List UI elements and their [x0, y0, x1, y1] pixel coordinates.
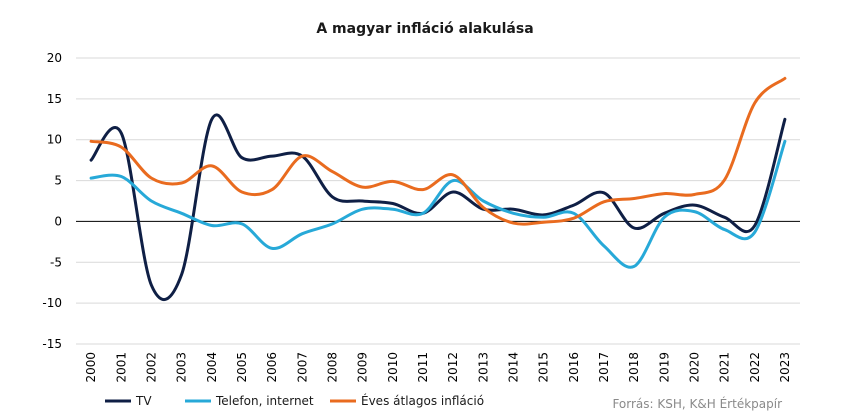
x-tick-label: 2005: [235, 352, 249, 383]
x-tick-label: 2021: [718, 352, 732, 383]
x-tick-label: 2020: [687, 352, 701, 383]
series-lines: [89, 76, 787, 302]
legend-item-tv: TV: [105, 394, 152, 408]
legend-item-eves-atlagos-inflacio: Éves átlagos infláció: [330, 393, 484, 408]
x-tick-label: 2010: [386, 352, 400, 383]
legend-label: Telefon, internet: [215, 394, 314, 408]
chart-title: A magyar infláció alakulása: [316, 21, 533, 37]
x-tick-label: 2001: [114, 352, 128, 383]
y-tick-label: 20: [47, 51, 62, 65]
x-tick-label: 2017: [597, 352, 611, 383]
x-tick-label: 2013: [476, 352, 490, 383]
y-tick-label: 0: [54, 214, 62, 228]
series-line-telefon-internet: [89, 139, 787, 269]
gridlines: [76, 57, 800, 345]
x-tick-label: 2011: [416, 352, 430, 383]
x-tick-label: 2012: [446, 352, 460, 383]
x-tick-label: 2003: [175, 352, 189, 383]
x-tick-label: 2022: [748, 352, 762, 383]
series-line-tv: [89, 113, 787, 302]
x-tick-label: 2018: [627, 352, 641, 383]
x-tick-label: 2015: [537, 352, 551, 383]
x-tick-label: 2006: [265, 352, 279, 383]
y-tick-label: -10: [42, 296, 62, 310]
x-tick-label: 2009: [356, 352, 370, 383]
y-tick-label: -5: [50, 255, 62, 269]
x-tick-label: 2007: [295, 352, 309, 383]
x-tick-label: 2023: [778, 352, 792, 383]
x-tick-label: 2000: [84, 352, 98, 383]
x-tick-label: 2016: [567, 352, 581, 383]
y-tick-label: 15: [47, 92, 62, 106]
legend-item-telefon-internet: Telefon, internet: [185, 394, 314, 408]
legend: TV Telefon, internet Éves átlagos infláció: [105, 393, 484, 408]
source-note: Forrás: KSH, K&H Értékpapír: [612, 396, 782, 411]
x-tick-label: 2002: [144, 352, 158, 383]
y-tick-label: -15: [42, 337, 62, 351]
y-tick-label: 5: [54, 174, 62, 188]
series-line-eves-atlagos-inflacio: [89, 76, 787, 226]
x-tick-label: 2004: [205, 352, 219, 383]
x-tick-label: 2008: [325, 352, 339, 383]
x-tick-label: 2019: [657, 352, 671, 383]
x-tick-label: 2014: [506, 352, 520, 383]
legend-label: Éves átlagos infláció: [361, 393, 484, 408]
y-axis-tick-labels: -15 -10 -5 0 5 10 15 20: [42, 51, 62, 351]
x-axis-tick-labels: 2000 2001 2002 2003 2004 2005 2006 2007 2008 2009…: [84, 352, 792, 383]
y-tick-label: 10: [47, 133, 62, 147]
legend-label: TV: [135, 394, 152, 408]
